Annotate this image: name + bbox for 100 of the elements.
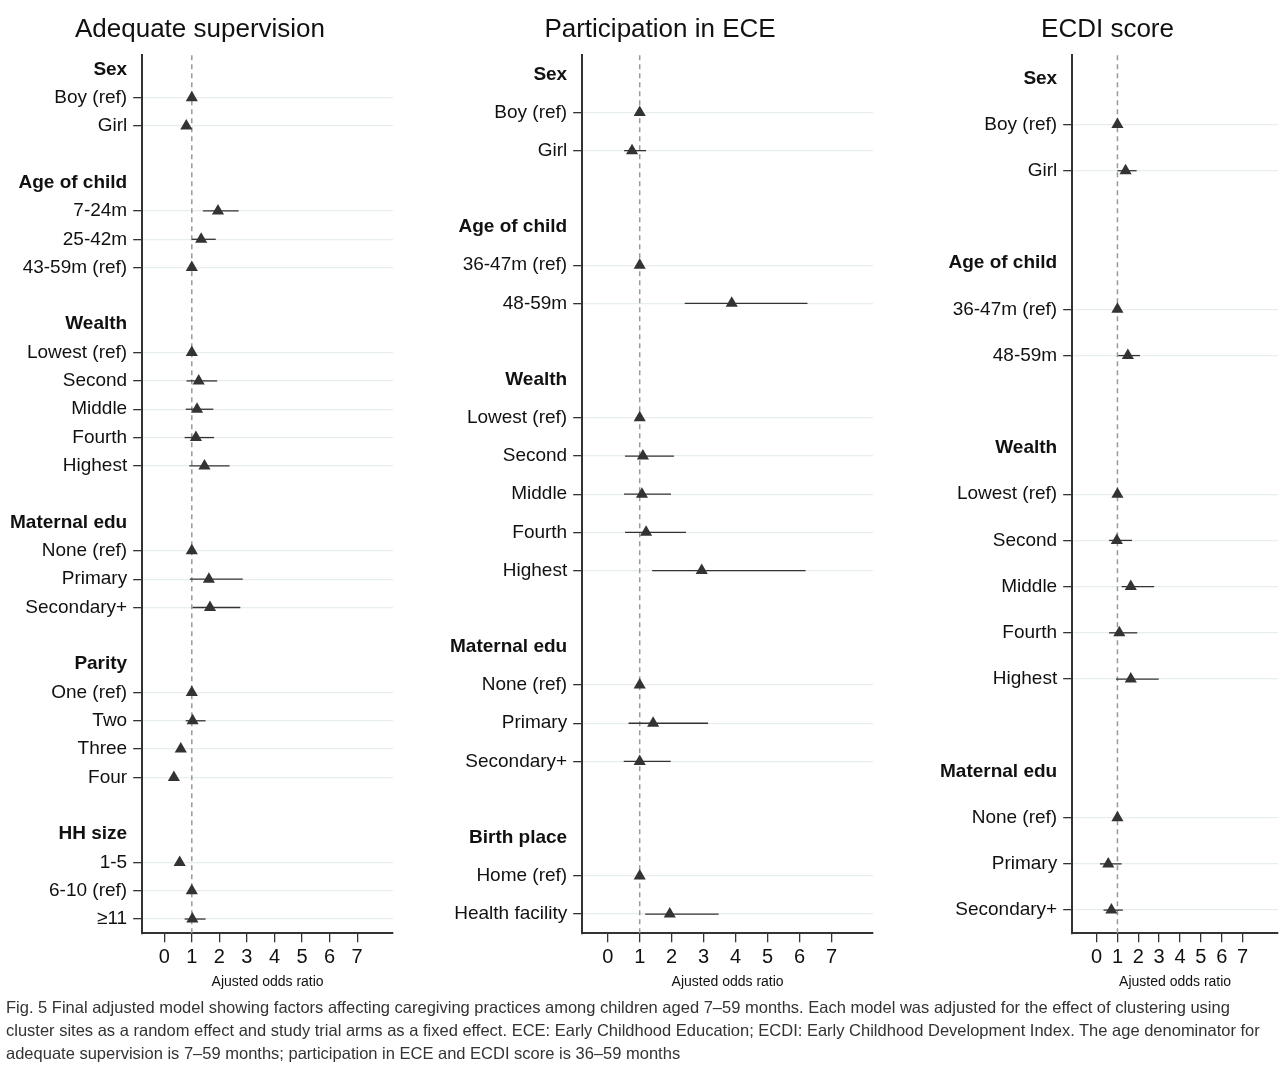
point [173,855,186,866]
x-tick-label: 1 [1111,944,1123,967]
x-tick-label: 5 [761,944,774,967]
y-tick-label: Parity [74,652,128,674]
point [195,232,208,243]
y-tick-label: Second [992,528,1058,550]
point [695,563,708,575]
y-tick-label: 48-59m [502,291,568,313]
y-tick-label: Middle [71,397,128,419]
y-tick-label: 1-5 [99,850,128,872]
y-tick-label: Sex [93,57,128,79]
y-tick-label: Middle [511,482,568,504]
x-tick-label: 4 [730,944,742,967]
x-tick-label: 3 [1153,944,1165,967]
x-tick-label: 7 [1236,944,1249,967]
point [1124,579,1137,591]
point [186,713,199,725]
chart-title: ECDI score [1041,12,1174,43]
x-tick-label: 1 [634,944,646,967]
x-tick-label: 0 [1091,944,1103,967]
x-tick-label: 6 [1216,944,1228,967]
y-tick-label: Maternal edu [449,635,568,657]
y-tick-label: None (ref) [971,805,1058,827]
point [185,260,198,272]
point [633,258,646,269]
point [203,600,217,611]
y-tick-label: Sex [1023,66,1058,88]
x-axis-title: Ajusted odds ratio [671,973,784,990]
point [1102,856,1115,868]
y-tick-label: Age of child [458,215,568,237]
x-tick-label: 2 [666,944,678,967]
x-tick-label: 0 [158,944,170,967]
y-tick-label: Primary [61,567,128,589]
y-tick-label: Highest [502,558,568,580]
x-tick-label: 7 [825,944,838,967]
y-tick-label: Wealth [65,312,128,334]
point [663,907,676,918]
y-tick-label: Secondary+ [25,595,128,617]
x-tick-label: 7 [351,944,363,967]
point [174,742,187,753]
chart-title: Adequate supervision [74,12,326,43]
y-tick-label: Three [77,737,128,759]
point [185,345,198,357]
point [1121,348,1134,360]
x-tick-label: 1 [186,944,198,967]
point [192,373,205,385]
point [1111,117,1124,129]
y-tick-label: Primary [991,852,1058,874]
y-tick-label: Boy (ref) [984,112,1058,134]
y-tick-label: Boy (ref) [494,100,568,122]
x-tick-label: 6 [324,944,336,967]
y-tick-label: Maternal edu [9,510,128,532]
y-tick-label: Highest [992,667,1058,689]
point [185,543,198,555]
y-tick-label: Girl [537,138,568,160]
point [1119,163,1132,175]
y-tick-label: Maternal edu [939,759,1058,781]
y-tick-label: 7-24m [73,199,128,221]
y-tick-label: 6-10 (ref) [49,878,128,900]
point [636,449,649,460]
y-tick-label: One (ref) [51,680,128,702]
point [1124,672,1137,683]
x-tick-label: 3 [698,944,710,967]
point [185,685,198,696]
x-tick-label: 5 [296,944,308,967]
y-tick-label: Girl [1027,158,1058,180]
point [198,458,211,470]
y-tick-label: HH size [58,822,128,844]
point [633,410,646,422]
y-tick-label: Fourth [1002,621,1058,643]
y-tick-label: Wealth [995,436,1058,458]
point [167,770,180,781]
point [625,143,639,155]
point [633,678,646,689]
y-tick-label: Fourth [512,520,568,542]
y-tick-label: Two [92,709,128,731]
point [180,119,193,130]
y-tick-label: 25-42m [62,227,128,249]
point [189,430,202,442]
point [190,402,204,413]
x-axis-title: Ajusted odds ratio [1119,973,1232,990]
caption: Fig. 5 Final adjusted model showing factors affecting caregiving practices among children aged 7–59 months. Each model was adjusted for the effect of clustering using cluster sites as a random effect and study trial arms as a fixed effect. ECE: Early Childhood Education; ECDI: Early Childhood Development Index. The age denominator for adequate supervision is 7–59 months; participation in ECE and ECDI score is 36–59 months [6,997,1261,1064]
y-tick-label: Wealth [505,367,568,389]
y-tick-label: Home (ref) [476,864,568,886]
point [633,868,646,880]
y-tick-label: None (ref) [41,539,128,561]
point [633,754,646,765]
y-tick-label: Boy (ref) [54,85,128,107]
y-tick-label: Secondary+ [465,749,568,771]
point [1111,810,1124,822]
y-tick-label: Health facility [454,902,568,924]
x-tick-label: 4 [1174,944,1186,967]
y-tick-label: Birth place [468,826,568,847]
point [186,912,199,923]
x-tick-label: 2 [1132,944,1144,967]
point [635,487,649,498]
y-tick-label: Secondary+ [955,898,1058,920]
x-tick-label: 2 [213,944,225,967]
point [640,525,653,536]
point [185,883,198,895]
